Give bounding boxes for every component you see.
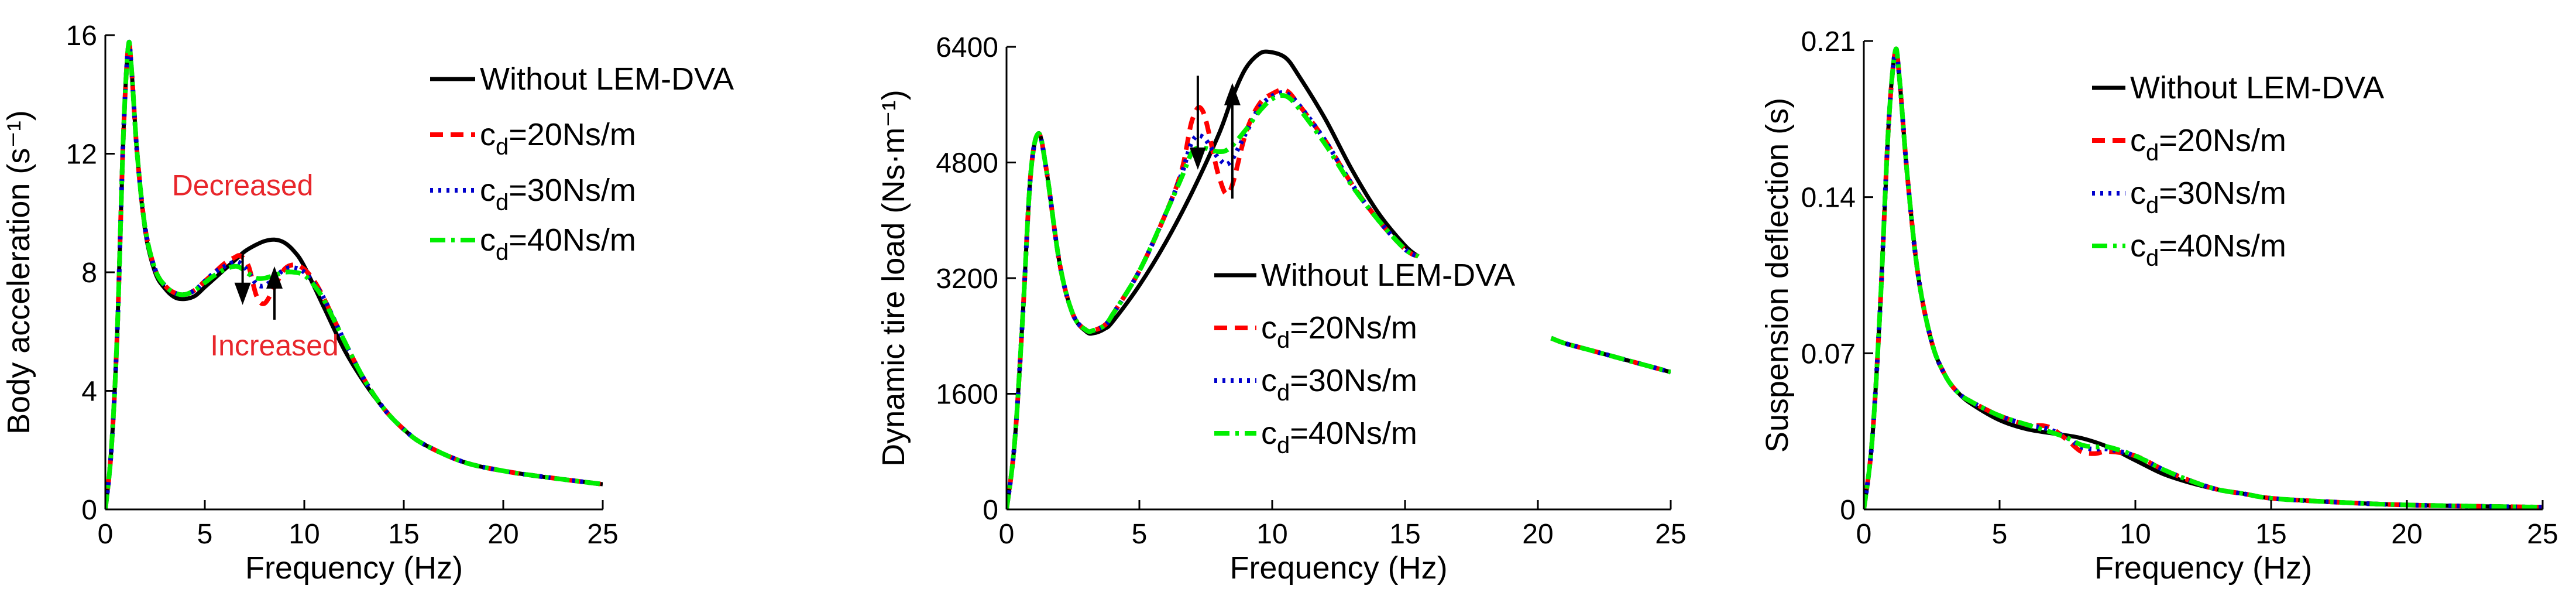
series-line-c-d-40ns-m <box>1864 46 2543 509</box>
x-tick-label: 25 <box>1655 519 1686 550</box>
legend-label-2: cd=20Ns/m <box>1261 310 1417 353</box>
x-tick-label: 0 <box>999 519 1015 550</box>
x-axis-label: Frequency (Hz) <box>1229 550 1447 586</box>
series-line-c-d-40ns-m <box>1007 93 1420 509</box>
x-tick-label: 5 <box>1992 519 2008 550</box>
chart-panel-2: 0 5 10 15 20 25 0 1600 3200 4800 6400 Frequency (Hz… <box>876 32 1687 586</box>
y-tick-label: 12 <box>66 139 97 170</box>
x-axis-label: Frequency (Hz) <box>2094 550 2312 586</box>
x-tick-label: 15 <box>388 519 419 550</box>
panels: 0 5 10 15 20 25 0 4 8 12 16 Frequency (Hz) Body acce… <box>1 20 2558 586</box>
y-axis-label: Body acceleration (s⁻¹) <box>1 110 36 434</box>
legend: Without LEM-DVA cd=20Ns/m cd=30Ns/m cd=40Ns… <box>2092 70 2384 271</box>
x-tick-label: 0 <box>98 519 114 550</box>
y-tick-label: 6400 <box>936 32 998 63</box>
y-tick-label: 0 <box>1840 495 1856 526</box>
y-tick-label: 8 <box>81 258 97 289</box>
y-tick-label: 0 <box>983 495 998 526</box>
x-tick-label: 0 <box>1856 519 1872 550</box>
legend-label-1: Without LEM-DVA <box>2130 70 2384 105</box>
y-tick-label: 0.21 <box>1801 26 1856 57</box>
y-axis-label: Dynamic tire load (Ns·m⁻¹) <box>876 90 911 467</box>
x-tick-label: 10 <box>2120 519 2151 550</box>
series-lines <box>105 40 603 509</box>
series-lines <box>1864 46 2543 509</box>
legend-label-4: cd=40Ns/m <box>2130 228 2286 271</box>
legend: Without LEM-DVA cd=20Ns/m cd=30Ns/m cd=40Ns… <box>430 61 734 265</box>
annotation-arrow-1-head <box>1189 147 1206 170</box>
y-tick-label: 16 <box>66 20 97 52</box>
y-axis-label: Suspension deflection (s) <box>1760 98 1795 453</box>
x-tick-label: 20 <box>1522 519 1553 550</box>
y-tick-label: 0 <box>81 495 97 526</box>
legend-label-3: cd=30Ns/m <box>480 173 636 215</box>
legend-label-2: cd=20Ns/m <box>2130 123 2286 166</box>
x-tick-label: 15 <box>2255 519 2286 550</box>
annotation-arrow-2-head <box>266 266 283 289</box>
legend-label-3: cd=30Ns/m <box>2130 176 2286 218</box>
x-tick-label: 25 <box>2527 519 2558 550</box>
x-tick-label: 15 <box>1389 519 1420 550</box>
y-tick-label: 3200 <box>936 263 998 295</box>
chart-panel-3: 0 5 10 15 20 25 0 0.07 0.14 0.21 Frequency (Hz) Sus… <box>1760 26 2558 586</box>
y-tick-label: 1600 <box>936 379 998 410</box>
y-tick-label: 4 <box>81 376 97 408</box>
x-tick-label: 20 <box>487 519 518 550</box>
series-line-c-d-40ns-m-continued <box>1550 336 1671 375</box>
legend-label-1: Without LEM-DVA <box>1261 258 1515 293</box>
chart-panel-1: 0 5 10 15 20 25 0 4 8 12 16 Frequency (Hz) Body acce… <box>1 20 734 586</box>
x-tick-label: 5 <box>1132 519 1148 550</box>
x-tick-label: 10 <box>288 519 320 550</box>
x-tick-label: 20 <box>2391 519 2422 550</box>
legend-label-1: Without LEM-DVA <box>480 61 734 97</box>
legend-label-2: cd=20Ns/m <box>480 117 636 160</box>
x-tick-label: 25 <box>587 519 618 550</box>
x-tick-label: 10 <box>1256 519 1287 550</box>
annotation-decreased: Decreased <box>172 169 314 201</box>
y-tick-label: 0.07 <box>1801 338 1856 369</box>
annotation-arrow-2-head <box>1224 83 1241 105</box>
y-tick-label: 0.14 <box>1801 183 1856 214</box>
series-lines <box>1007 49 1671 509</box>
y-tick-label: 4800 <box>936 148 998 179</box>
legend-label-4: cd=40Ns/m <box>1261 416 1417 458</box>
annotation-increased: Increased <box>210 329 339 362</box>
x-axis-label: Frequency (Hz) <box>245 550 463 586</box>
legend-label-3: cd=30Ns/m <box>1261 363 1417 406</box>
x-tick-label: 5 <box>197 519 213 550</box>
annotation-arrow-1-head <box>234 282 251 305</box>
legend-label-4: cd=40Ns/m <box>480 223 636 265</box>
legend: Without LEM-DVA cd=20Ns/m cd=30Ns/m cd=40Ns… <box>1214 258 1515 458</box>
series-line-c-d-40ns-m <box>105 40 603 509</box>
